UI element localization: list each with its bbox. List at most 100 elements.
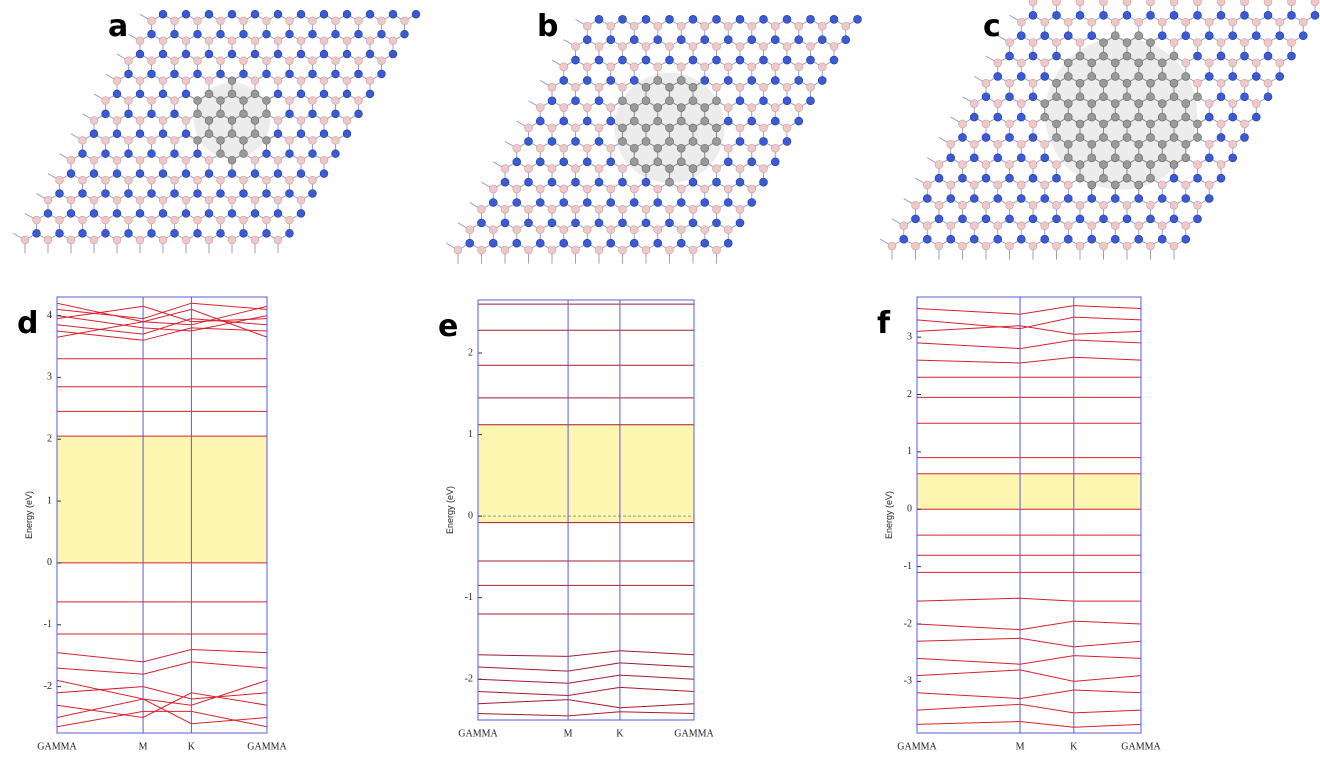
atom [1147,174,1155,182]
atom [1017,59,1025,67]
atom [560,104,568,112]
atom [1123,201,1131,209]
atom [572,246,580,254]
atom [1241,0,1249,6]
atom [595,246,603,254]
atom [1123,161,1131,169]
atom [923,235,931,243]
atom [332,150,340,158]
atom [228,10,236,18]
atom [1147,120,1155,128]
atom [1053,120,1061,128]
atom [320,37,328,45]
atom [701,76,709,84]
atom [228,196,236,204]
lattice [880,0,1320,260]
atom [783,97,791,105]
atom [274,37,282,45]
atom [67,196,75,204]
atom [994,181,1002,189]
atom [947,222,955,230]
atom [630,144,638,152]
atom [689,42,697,50]
atom [136,196,144,204]
atom [994,72,1002,80]
atom [125,176,133,184]
atom [251,156,259,164]
atom [724,104,732,112]
atom [466,239,474,247]
atom [90,117,98,125]
atom [970,140,978,148]
atom [1088,18,1096,26]
atom [1170,161,1178,169]
atom [959,242,967,250]
lattices [14,0,1320,264]
atom [1006,93,1014,101]
atom [171,30,179,38]
y-axis-label: Energy (eV) [884,491,894,539]
atom [760,124,768,132]
atom [595,165,603,173]
atom [286,70,294,78]
atom [619,178,627,186]
atom [1029,93,1037,101]
atom [67,156,75,164]
atom [332,97,340,105]
atom [159,77,167,85]
atom [1111,235,1119,243]
atom [1006,120,1014,128]
atom [923,195,931,203]
atom [148,216,156,224]
atom [1252,100,1260,108]
atom [923,181,931,189]
atom [748,199,756,207]
y-tick-label: -2 [465,674,473,685]
atom [205,50,213,58]
atom [912,215,920,223]
atom [148,229,156,237]
atom [182,130,190,138]
x-tick-label: M [564,728,573,739]
atom [1135,140,1143,148]
atom [1158,32,1166,40]
atom [724,22,732,30]
atom [1194,161,1202,169]
atom [343,50,351,58]
atom [724,63,732,71]
atom [274,210,282,218]
atom [1147,0,1155,6]
atom [1017,100,1025,108]
atom [771,158,779,166]
atom [274,50,282,58]
lattice [14,10,420,253]
atom [136,77,144,85]
atom [1147,133,1155,141]
atom [286,190,294,198]
atom [489,226,497,234]
atom [251,236,259,244]
atom [642,178,650,186]
atom [1017,181,1025,189]
atom [1064,154,1072,162]
atom [572,97,580,105]
atom [560,144,568,152]
atom [205,170,213,178]
x-tick-label: GAMMA [674,728,714,739]
atom [366,90,374,98]
atom [286,57,294,65]
atom [1111,32,1119,40]
atom [1123,215,1131,223]
band-line [478,700,694,708]
atom [1064,181,1072,189]
atom [572,137,580,145]
atom [560,117,568,125]
atom [572,56,580,64]
atom [355,97,363,105]
atom [1170,79,1178,87]
atom [102,229,110,237]
atom [771,22,779,30]
atom [274,196,282,204]
atom [724,239,732,247]
band-line [917,340,1141,349]
